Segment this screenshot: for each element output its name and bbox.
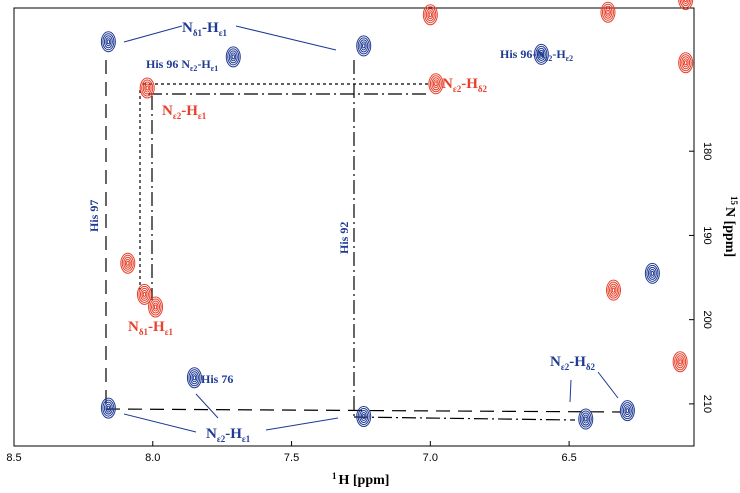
x-tick-label: 7.0: [423, 452, 438, 464]
peak-red: [422, 4, 438, 26]
peak-blue: [533, 43, 549, 65]
pointer-ne2hd2-left: [569, 379, 572, 403]
x-tick-label: 8.5: [6, 452, 21, 464]
pointer-top-left: [123, 25, 183, 43]
peak-red: [139, 77, 155, 99]
peak-blue: [100, 31, 116, 53]
peak-blue: [225, 46, 241, 68]
y-tick-label: 180: [701, 142, 713, 160]
bottom-dashed-line: [105, 408, 621, 413]
peak-blue: [356, 35, 372, 57]
peak-red: [678, 0, 694, 11]
label-his96-he1: His 96 Nε2-Hε1: [146, 57, 218, 73]
label-ne2-he1-bottom: Nε2-Hε1: [206, 426, 251, 444]
label-ne2-hd2-blue: Nε2-Hδ2: [550, 354, 596, 372]
peak-blue: [186, 367, 202, 389]
peaks-layer: [100, 0, 694, 430]
x-tick-label: 7.5: [284, 452, 299, 464]
peak-blue: [578, 408, 594, 430]
pointer-top-right: [235, 25, 337, 51]
peak-red: [136, 283, 152, 305]
peak-blue: [644, 262, 660, 284]
label-his97: His 97: [87, 200, 101, 232]
peak-blue: [100, 397, 116, 419]
peak-red: [428, 73, 444, 95]
pointer-his76: [195, 393, 219, 419]
peak-blue: [619, 400, 635, 422]
label-nd1-he1-top: Nδ1-Hε1: [182, 20, 228, 38]
peak-red: [120, 252, 136, 274]
peak-red: [600, 1, 616, 23]
pointer-ne2hd2-right: [597, 371, 619, 399]
annotations: Nδ1-Hε1 His 96 Nε2-Hε1 His 96-Nε2-Hε2 Nε…: [87, 20, 596, 444]
ticks-layer: 8.5 8.0 7.5 7.0 6.5 180 190 200 210: [6, 142, 713, 464]
label-ne2-hd2-red: Nε2-Hδ2: [442, 76, 488, 94]
bottom-dashdot-line: [353, 416, 576, 421]
peak-red: [606, 279, 622, 301]
y-tick-label: 210: [701, 395, 713, 413]
x-tick-label: 8.0: [145, 452, 160, 464]
y-axis-label: 15N [ppm]: [722, 196, 739, 257]
pointer-lines: [123, 25, 619, 433]
pointer-bottom-right: [265, 417, 339, 431]
pointer-bottom-left: [123, 413, 197, 433]
x-tick-label: 6.5: [561, 452, 576, 464]
label-ne2-he1-red: Nε2-Hε1: [162, 103, 207, 121]
peak-blue: [356, 406, 372, 428]
peak-red: [678, 52, 694, 74]
label-nd1-he1-red: Nδ1-Hε1: [128, 319, 174, 337]
assignment-lines: [105, 60, 621, 421]
plot-frame: [13, 7, 695, 447]
peak-red: [148, 296, 164, 318]
label-his92: His 92: [337, 222, 351, 254]
y-tick-label: 200: [701, 310, 713, 328]
label-his76: His 76: [201, 372, 233, 386]
label-his96-he2: His 96-Nε2-Hε2: [500, 47, 573, 63]
peak-red: [672, 351, 688, 373]
y-tick-label: 190: [701, 226, 713, 244]
